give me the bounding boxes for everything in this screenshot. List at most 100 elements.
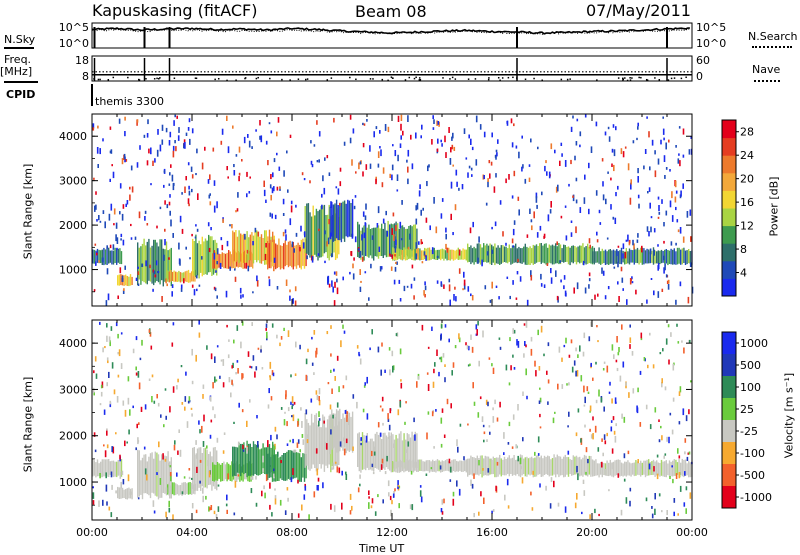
power-panel-echo-cell [262,238,264,262]
velocity-panel-speckle [434,362,436,367]
velocity-panel-speckle [511,446,514,449]
power-panel-speckle [657,263,660,270]
power-panel-speckle [95,191,97,195]
velocity-panel-speckle [666,436,668,442]
velocity-panel-speckle [252,355,255,361]
velocity-panel-speckle [152,500,155,507]
velocity-panel-speckle [214,356,216,363]
power-panel-speckle [400,114,403,121]
power-panel-speckle [184,142,186,149]
velocity-colorbar-label: -500 [740,469,765,482]
velocity-panel-speckle [103,409,106,415]
power-panel-speckle [362,143,365,148]
power-panel-echo-cell [500,245,502,264]
power-panel-echo-cell [660,249,663,264]
power-panel-speckle [613,164,615,172]
velocity-panel-echo-cell [216,462,219,481]
power-panel-speckle [189,138,191,145]
power-panel-speckle [560,215,563,219]
power-panel-echo-cell [242,251,244,269]
power-panel-echo-cell [411,250,413,260]
power-panel-speckle [213,286,216,290]
velocity-panel-speckle [664,386,667,391]
velocity-panel-speckle [115,322,118,327]
power-panel-speckle [289,295,291,301]
power-panel-speckle [149,264,151,269]
power-panel-speckle [515,297,518,300]
velocity-panel-speckle [360,437,362,441]
power-panel-speckle [448,284,451,292]
power-panel-speckle [396,189,399,192]
power-panel-speckle [454,286,456,290]
power-panel-speckle [629,278,632,285]
power-panel-speckle [335,271,338,276]
velocity-panel-speckle [471,483,474,489]
velocity-panel-speckle [597,447,600,452]
power-panel-speckle [445,233,447,240]
power-panel-speckle [373,131,375,138]
velocity-panel-echo-cell [580,459,582,476]
power-panel-speckle [395,225,397,232]
power-panel-speckle [213,252,216,260]
power-panel-echo-cell [126,276,128,286]
velocity-panel-speckle [676,323,678,327]
velocity-panel-speckle [315,390,318,395]
velocity-panel-speckle [341,502,343,510]
power-panel-speckle [627,234,629,242]
power-panel-echo-cell [649,251,651,264]
velocity-panel-speckle [342,385,345,389]
power-panel-speckle [449,299,451,307]
power-panel-echo-cell [633,247,635,265]
velocity-panel-echo-cell [351,411,354,453]
power-panel-echo-cell [381,223,383,256]
nave-legend-line [754,80,780,82]
velocity-panel-speckle [188,396,191,402]
power-panel-speckle [513,170,516,177]
velocity-panel-echo-cell [624,461,626,476]
power-panel-speckle [611,163,613,167]
power-panel-speckle [628,239,631,244]
power-panel-speckle [497,139,499,144]
power-panel-speckle [387,126,390,133]
velocity-panel-speckle [564,506,567,513]
velocity-panel-speckle [444,324,447,328]
velocity-panel-speckle [148,329,151,333]
power-panel-echo-cell [651,250,653,263]
velocity-panel-speckle [539,426,542,429]
power-panel-speckle [441,143,443,147]
velocity-panel-speckle [388,492,390,497]
velocity-panel-echo-cell [218,463,220,479]
power-panel-echo-cell [587,243,589,264]
velocity-panel-echo-cell [684,459,687,476]
power-panel-speckle [506,276,509,279]
velocity-panel-speckle [261,367,264,370]
power-panel-speckle [415,132,417,139]
velocity-panel-speckle [276,434,278,440]
power-panel-speckle [333,271,336,275]
velocity-panel-speckle [405,401,407,404]
power-panel-echo-cell [654,250,656,264]
velocity-panel-echo-cell [232,463,235,480]
nsearch-label: N.Search [748,30,798,43]
power-panel-echo-cell [535,244,538,263]
nave-dot [159,77,161,79]
power-panel-speckle [674,180,677,188]
velocity-panel-speckle [489,431,491,435]
power-panel-speckle [209,193,211,196]
nave-dot [419,78,422,81]
xtick-label: 16:00 [476,526,508,539]
velocity-panel-speckle [672,363,675,371]
velocity-panel-speckle [640,337,643,341]
power-panel-speckle [120,233,123,238]
power-panel-echo-cell [443,249,445,261]
velocity-panel-echo-cell [295,452,298,478]
power-panel-speckle [333,117,335,123]
velocity-panel-speckle [345,471,347,475]
power-panel-speckle [646,116,648,119]
velocity-panel-echo-cell [433,461,435,472]
velocity-panel-speckle [568,354,571,358]
power-panel-echo-cell [209,236,211,273]
power-panel-speckle [163,170,166,173]
velocity-panel-speckle [531,507,534,511]
velocity-panel-echo-cell [208,454,210,485]
